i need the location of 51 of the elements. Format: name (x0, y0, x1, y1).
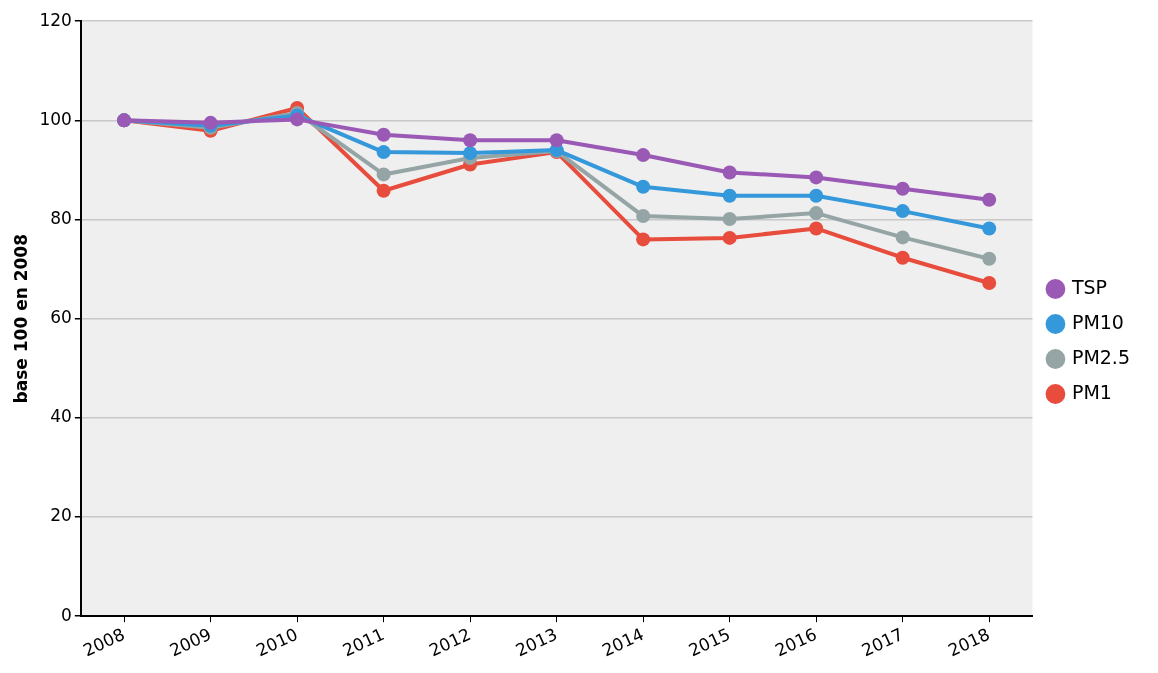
y-tick-label: 60 (50, 307, 72, 328)
point (376, 167, 391, 182)
point (982, 221, 997, 236)
y-axis-title: base 100 en 2008 (10, 233, 31, 404)
point (895, 230, 910, 245)
point (722, 188, 737, 203)
point (549, 133, 564, 148)
point (636, 179, 651, 194)
point (636, 209, 651, 224)
point (376, 145, 391, 160)
point (809, 221, 824, 236)
x-tick-label: 2008 (80, 623, 128, 661)
x-tick-label: 2013 (512, 623, 561, 661)
point (376, 183, 391, 198)
y-tick-label: 120 (39, 9, 72, 30)
point (982, 276, 997, 291)
point (636, 232, 651, 247)
legend-label: TSP (1070, 275, 1108, 298)
x-tick-label: 2018 (945, 623, 993, 661)
point (722, 165, 737, 180)
point (809, 188, 824, 203)
point (636, 148, 651, 163)
x-tick-label: 2015 (685, 623, 734, 661)
x-tick-label: 2010 (253, 623, 301, 661)
point (809, 206, 824, 221)
x-tick-label: 2009 (166, 623, 215, 661)
point (722, 230, 737, 245)
y-tick-label: 80 (50, 207, 72, 228)
point (982, 192, 997, 207)
point (722, 212, 737, 227)
x-tick-label: 2016 (772, 623, 820, 661)
y-tick-label: 20 (50, 505, 72, 526)
point (809, 170, 824, 185)
y-tick-label: 40 (50, 406, 72, 427)
point (463, 146, 478, 161)
point (290, 112, 305, 127)
x-tick-label: 2011 (339, 623, 388, 661)
y-tick-label: 100 (39, 108, 72, 129)
point (895, 181, 910, 196)
x-tick-label: 2017 (858, 623, 907, 661)
legend-label: PM2.5 (1071, 345, 1131, 368)
legend-label: PM1 (1071, 380, 1112, 403)
y-tick-label: 0 (61, 604, 72, 625)
legend-label: PM10 (1071, 310, 1124, 333)
x-tick-label: 2014 (599, 623, 647, 661)
point (982, 251, 997, 266)
point (376, 127, 391, 142)
x-tick-label: 2012 (426, 623, 474, 661)
point (463, 133, 478, 148)
point (895, 250, 910, 265)
point (895, 204, 910, 219)
